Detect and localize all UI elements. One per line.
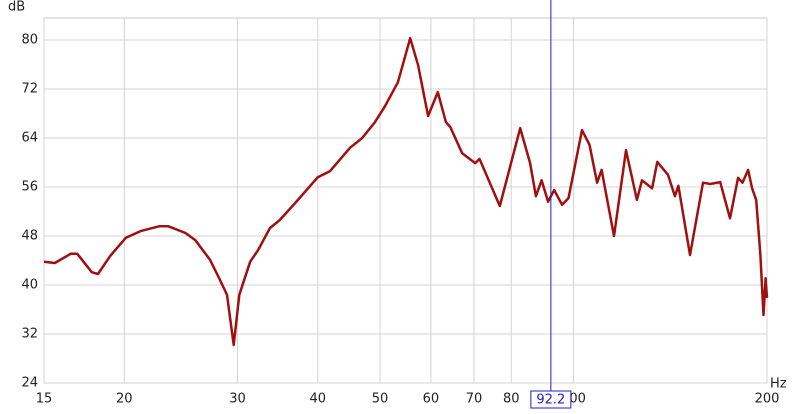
y-tick-label: 56 bbox=[21, 180, 38, 195]
response-line bbox=[43, 36, 769, 347]
cursor-label-box bbox=[530, 390, 572, 409]
x-tick-label: 20 bbox=[116, 392, 133, 407]
x-tick-label: 60 bbox=[423, 392, 440, 407]
y-tick-label: 48 bbox=[21, 229, 38, 244]
y-tick-label: 24 bbox=[21, 376, 38, 391]
y-tick-label: 72 bbox=[21, 82, 38, 97]
y-axis-label: dB bbox=[8, 0, 25, 15]
plot-area bbox=[43, 17, 768, 384]
x-tick-label: 15 bbox=[36, 392, 53, 407]
cursor-label: 92.2 bbox=[536, 393, 565, 408]
x-tick-label: 80 bbox=[503, 392, 520, 407]
x-axis-label: Hz bbox=[770, 377, 787, 392]
x-tick-label: 40 bbox=[309, 392, 326, 407]
y-tick-label: 32 bbox=[21, 327, 38, 342]
y-tick-label: 64 bbox=[21, 131, 38, 146]
x-tick-label: 70 bbox=[466, 392, 483, 407]
x-tick-label: 30 bbox=[229, 392, 246, 407]
y-tick-label: 80 bbox=[21, 33, 38, 48]
x-tick-label: 200 bbox=[755, 392, 780, 407]
x-tick-label: 50 bbox=[372, 392, 389, 407]
y-tick-label: 40 bbox=[21, 278, 38, 293]
